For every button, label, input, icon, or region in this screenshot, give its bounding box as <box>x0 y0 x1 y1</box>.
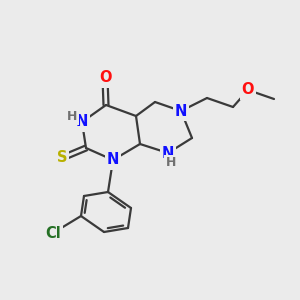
Text: H: H <box>67 110 77 124</box>
Text: S: S <box>57 151 67 166</box>
Text: O: O <box>242 82 254 98</box>
Text: O: O <box>99 70 111 86</box>
Text: N: N <box>76 115 88 130</box>
Text: N: N <box>175 103 187 118</box>
Text: N: N <box>107 152 119 167</box>
Text: H: H <box>166 157 176 169</box>
Text: Cl: Cl <box>45 226 61 241</box>
Text: N: N <box>162 146 174 160</box>
